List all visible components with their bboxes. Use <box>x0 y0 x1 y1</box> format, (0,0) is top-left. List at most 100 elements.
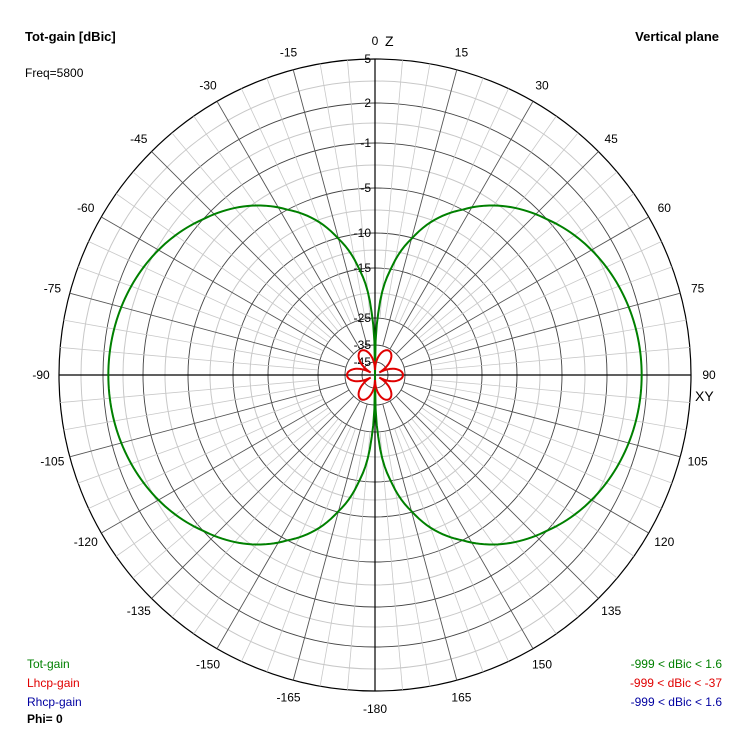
radial-tick-label: -5 <box>360 181 371 195</box>
grid-spoke-minor <box>347 60 371 319</box>
grid-spoke-major <box>292 403 368 681</box>
angle-tick-label: -105 <box>40 454 64 468</box>
grid-spoke-minor <box>63 319 319 366</box>
grid-spoke-minor <box>418 411 618 579</box>
angle-tick-label: -180 <box>363 702 387 716</box>
grid-spoke-major <box>216 400 361 649</box>
angle-tick-label: 105 <box>688 454 708 468</box>
radial-tick-label: 2 <box>364 96 371 110</box>
grid-spoke-minor <box>398 88 509 324</box>
grid-spoke-major <box>151 395 355 599</box>
grid-spoke-minor <box>63 384 319 431</box>
grid-spoke-minor <box>431 319 687 366</box>
grid-spoke-minor <box>407 421 557 635</box>
angle-tick-label: 0 <box>372 34 379 48</box>
grid-spoke-minor <box>88 241 324 352</box>
grid-spoke-minor <box>431 347 690 371</box>
angle-tick-label: 60 <box>658 201 672 215</box>
grid-spoke-minor <box>77 266 322 356</box>
grid-spoke-minor <box>411 418 579 618</box>
range-rhcp-gain: -999 < dBic < 1.6 <box>630 695 722 709</box>
chart-title: Tot-gain [dBic] <box>25 29 116 44</box>
grid-spoke-minor <box>394 428 484 673</box>
grid-spoke-minor <box>347 431 371 690</box>
radial-tick-label: -10 <box>354 226 372 240</box>
angle-tick-label: -165 <box>277 691 301 705</box>
grid-spoke-minor <box>426 398 662 509</box>
grid-spoke-major <box>382 69 458 347</box>
radial-tick-label: -1 <box>360 136 371 150</box>
grid-spoke-minor <box>241 426 352 662</box>
grid-spoke-major <box>382 403 458 681</box>
grid-spoke-minor <box>421 193 635 343</box>
angle-tick-label: -135 <box>127 604 151 618</box>
grid-spoke-minor <box>193 421 343 635</box>
radial-tick-label: 5 <box>364 52 371 66</box>
grid-spoke-major <box>400 389 649 534</box>
grid-spoke-minor <box>171 132 339 332</box>
grid-spoke-minor <box>379 60 403 319</box>
series-traces <box>107 204 643 546</box>
grid-spoke-major <box>403 382 681 458</box>
grid-spoke-major <box>403 292 681 368</box>
grid-spoke-minor <box>193 115 343 329</box>
grid-spoke-major <box>395 395 599 599</box>
plane-label: Vertical plane <box>635 29 719 44</box>
grid-spoke-minor <box>379 431 403 690</box>
range-lhcp-gain: -999 < dBic < -37 <box>629 676 722 690</box>
grid-spoke-minor <box>115 193 329 343</box>
grid-spoke-minor <box>88 398 324 509</box>
grid-spoke-minor <box>241 88 352 324</box>
grid-spoke-major <box>69 382 347 458</box>
grid-spoke-major <box>389 400 534 649</box>
grid-spoke-minor <box>426 241 662 352</box>
radial-tick-label: -25 <box>354 311 372 325</box>
grid-spokes <box>60 60 690 690</box>
grid-spoke-minor <box>266 428 356 673</box>
grid-spoke-minor <box>77 394 322 484</box>
angle-tick-label: 165 <box>451 691 471 705</box>
angle-tick-label: -120 <box>74 535 98 549</box>
z-axis-label: Z <box>385 33 394 49</box>
angle-tick-label: -90 <box>32 368 50 382</box>
grid-spoke-minor <box>411 132 579 332</box>
angle-tick-label: -15 <box>280 45 298 59</box>
phi-label: Phi= 0 <box>27 712 63 726</box>
grid-spoke-minor <box>418 171 618 339</box>
angle-tick-label: -60 <box>77 201 95 215</box>
grid-spoke-minor <box>115 407 329 557</box>
grid-spoke-minor <box>428 266 673 356</box>
grid-spoke-major <box>389 101 534 350</box>
grid-spoke-major <box>292 69 368 347</box>
frequency-label: Freq=5800 <box>25 66 84 80</box>
grid-spoke-minor <box>132 171 332 339</box>
grid-spoke-minor <box>319 63 366 319</box>
range-tot-gain: -999 < dBic < 1.6 <box>630 657 722 671</box>
angle-tick-label: -45 <box>130 132 148 146</box>
grid-spoke-minor <box>384 431 431 687</box>
angle-tick-label: 150 <box>532 657 552 671</box>
grid-spoke-minor <box>171 418 339 618</box>
angle-tick-label: 120 <box>654 535 674 549</box>
series-tot-gain <box>107 204 643 546</box>
grid-spoke-minor <box>319 431 366 687</box>
angle-tick-label: -150 <box>196 657 220 671</box>
angle-tick-label: 45 <box>604 132 618 146</box>
legend-rhcp-gain: Rhcp-gain <box>27 695 82 709</box>
grid-spoke-major <box>101 216 350 361</box>
grid-spoke-minor <box>431 384 687 431</box>
grid-spoke-major <box>395 151 599 355</box>
xy-axis-label: XY <box>695 388 714 404</box>
grid-spoke-major <box>151 151 355 355</box>
grid-spoke-minor <box>394 77 484 322</box>
grid-spoke-minor <box>266 77 356 322</box>
grid-spoke-minor <box>384 63 431 319</box>
grid-spoke-minor <box>421 407 635 557</box>
series-lhcp-gain <box>345 349 405 401</box>
grid-spoke-major <box>400 216 649 361</box>
grid-spoke-minor <box>60 379 319 403</box>
angle-labels: 0 15 30 45 60 75 90 105 120 135 150 165 -180 -165 -150… <box>32 34 716 716</box>
radial-tick-label: -35 <box>354 338 372 352</box>
grid-spoke-minor <box>132 411 332 579</box>
grid-spoke-minor <box>428 394 673 484</box>
